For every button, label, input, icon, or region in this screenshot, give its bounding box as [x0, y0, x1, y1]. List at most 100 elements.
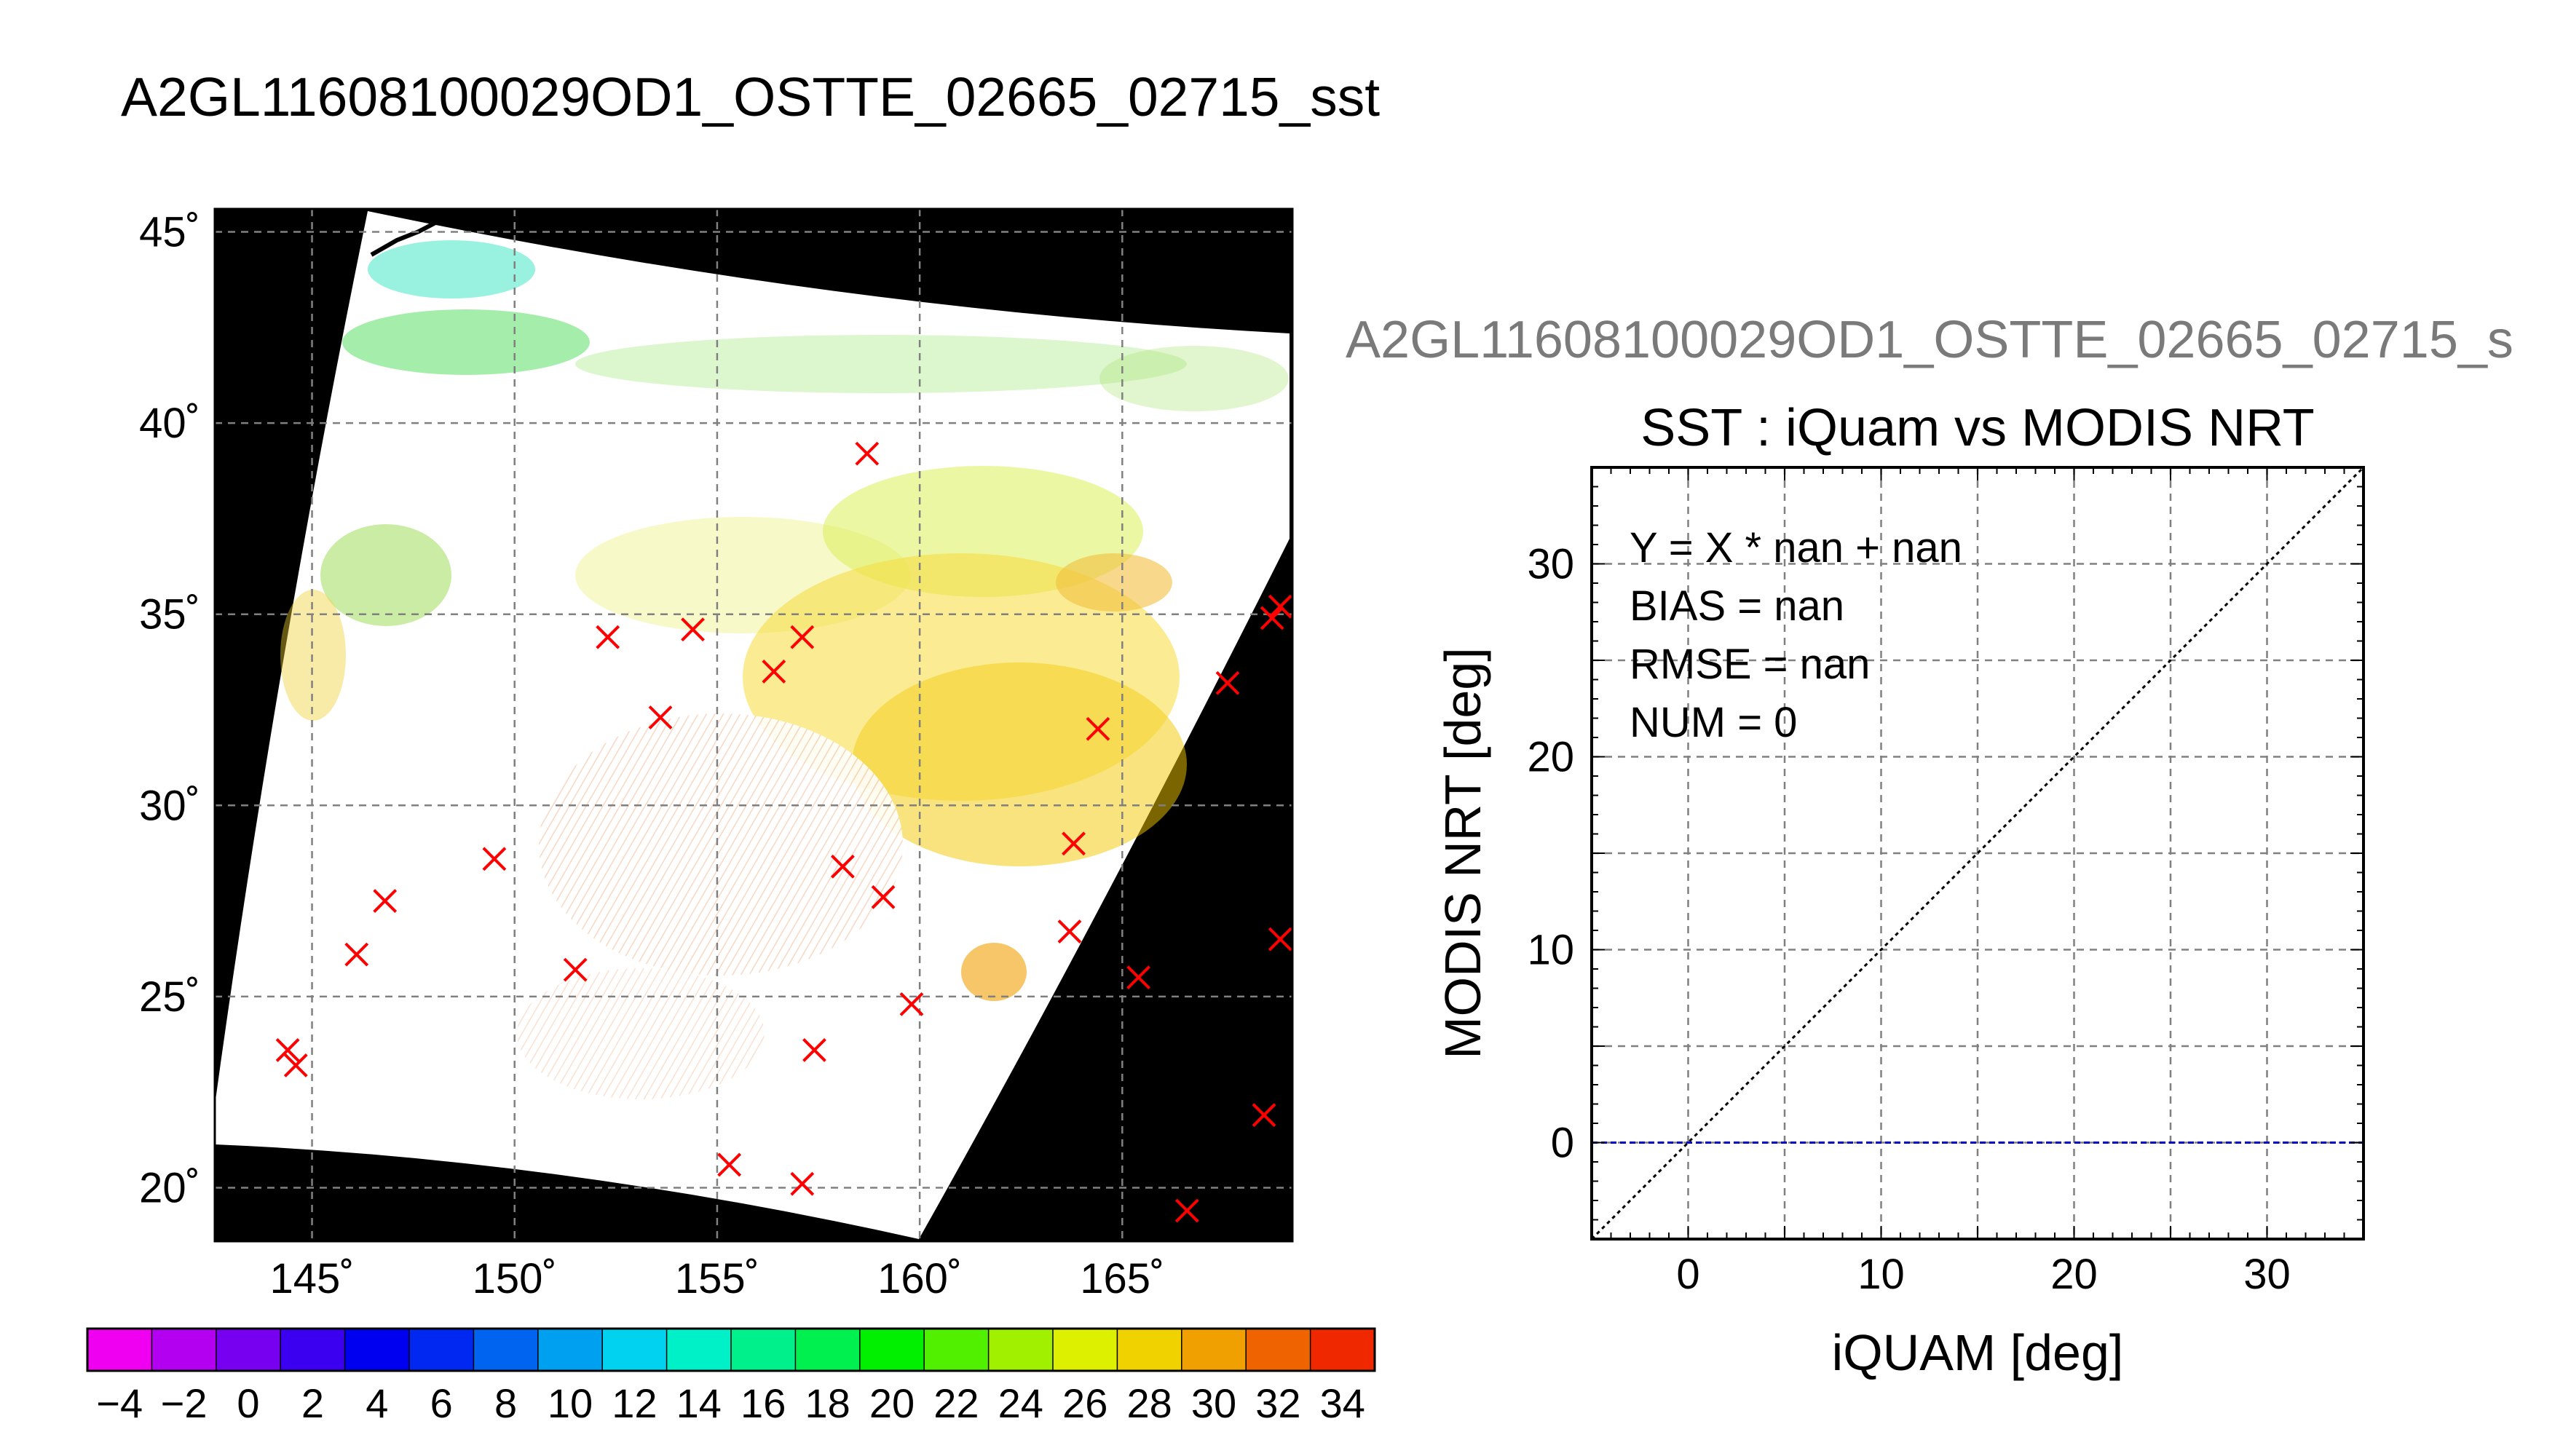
scatter-y-tick-label: 0 [1551, 1120, 1574, 1167]
colorbar-segment [87, 1329, 152, 1371]
y-axis-label: MODIS NRT [deg] [1434, 647, 1491, 1059]
colorbar-segment [151, 1329, 217, 1371]
buoy-marker [1126, 965, 1150, 990]
colorbar-tick-label: 6 [430, 1380, 453, 1426]
colorbar-segment [1310, 1329, 1375, 1371]
buoy-marker [1086, 716, 1110, 741]
buoy-marker-stroke [762, 660, 786, 684]
buoy-marker-stroke [1260, 606, 1284, 630]
scatter-title: SST : iQuam vs MODIS NRT [1640, 399, 2315, 457]
colorbar-segment [666, 1329, 732, 1371]
buoy-marker [1268, 927, 1292, 951]
map-lat-tick-label: 30˚ [139, 782, 200, 829]
colorbar-tick-label: 8 [494, 1380, 517, 1426]
colorbar-tick-label: 22 [933, 1380, 979, 1426]
map-lon-tick-label: 150˚ [473, 1255, 557, 1302]
scatter-y-tick-label: 20 [1527, 734, 1574, 781]
buoy-marker [1268, 594, 1292, 619]
scatter-y-tick-label: 10 [1527, 927, 1574, 974]
buoy-marker [482, 847, 507, 871]
buoy-marker [1215, 670, 1240, 695]
buoy-marker [681, 617, 705, 642]
buoy-marker-stroke [790, 1171, 815, 1196]
buoy-marker [283, 1053, 308, 1077]
x-axis-label: iQUAM [deg] [1832, 1324, 2124, 1381]
colorbar-tick-label: 0 [237, 1380, 259, 1426]
colorbar-segment [280, 1329, 346, 1371]
scatter-x-tick-label: 0 [1676, 1251, 1699, 1298]
buoy-marker-stroke [648, 705, 673, 729]
colorbar-segment [988, 1329, 1054, 1371]
colorbar-segment [1181, 1329, 1247, 1371]
buoy-marker-stroke [830, 854, 855, 879]
stats-annotation: RMSE = nan [1630, 641, 1870, 688]
buoy-marker-stroke [344, 942, 369, 967]
buoy-marker-stroke [802, 1037, 826, 1062]
buoy-marker [855, 441, 880, 466]
buoy-marker [802, 1037, 826, 1062]
buoy-marker [1260, 606, 1284, 630]
colorbar-tick-label: −4 [96, 1380, 143, 1426]
colorbar-tick-label: 4 [366, 1380, 388, 1426]
colorbar-segment [537, 1329, 603, 1371]
colorbar-tick-label: 10 [548, 1380, 593, 1426]
buoy-marker-stroke [1126, 965, 1150, 990]
buoy-marker [275, 1037, 300, 1062]
map-lon-tick-label: 155˚ [675, 1255, 759, 1302]
colorbar-tick-label: 16 [741, 1380, 786, 1426]
colorbar-segment [1246, 1329, 1311, 1371]
buoy-marker [790, 1171, 815, 1196]
buoy-marker [871, 885, 896, 909]
buoy-marker [1174, 1198, 1199, 1223]
map-lat-tick-label: 20˚ [139, 1164, 200, 1211]
colorbar-segment [216, 1329, 281, 1371]
map-lon-tick-label: 160˚ [877, 1255, 962, 1302]
colorbar-tick-label: 2 [301, 1380, 324, 1426]
main-title: A2GL11608100029OD1_OSTTE_02665_02715_sst [121, 66, 1381, 127]
buoy-marker [563, 957, 588, 982]
buoy-marker [790, 625, 815, 649]
buoy-marker-stroke [681, 617, 705, 642]
buoy-marker-stroke [1268, 927, 1292, 951]
colorbar-segment [1117, 1329, 1182, 1371]
colorbar-segment [731, 1329, 796, 1371]
scatter-y-tick-label: 30 [1527, 541, 1574, 588]
buoy-marker-stroke [899, 992, 924, 1016]
buoy-marker-stroke [1174, 1198, 1199, 1223]
colorbar-tick-label: 30 [1191, 1380, 1236, 1426]
buoy-marker [1062, 831, 1086, 856]
colorbar-segment [1053, 1329, 1118, 1371]
buoy-marker [373, 889, 398, 913]
buoy-marker-stroke [1062, 831, 1086, 856]
buoy-marker-stroke [1215, 670, 1240, 695]
colorbar-segment [859, 1329, 925, 1371]
buoy-marker-stroke [1086, 716, 1110, 741]
colorbar-tick-label: 20 [869, 1380, 915, 1426]
buoy-marker [1057, 919, 1082, 944]
buoy-marker-stroke [283, 1053, 308, 1077]
colorbar-segment [924, 1329, 990, 1371]
colorbar-tick-label: −2 [161, 1380, 208, 1426]
buoy-marker-stroke [275, 1037, 300, 1062]
buoy-marker-stroke [871, 885, 896, 909]
buoy-markers [275, 441, 1292, 1223]
colorbar-tick-label: 24 [998, 1380, 1043, 1426]
map-frame [213, 207, 1294, 1243]
colorbar-segment [473, 1329, 539, 1371]
buoy-marker-stroke [717, 1152, 742, 1177]
buoy-marker [344, 942, 369, 967]
colorbar-tick-label: 26 [1062, 1380, 1107, 1426]
scatter-grid [1592, 467, 2364, 1239]
buoy-marker [830, 854, 855, 879]
map-lat-tick-label: 35˚ [139, 591, 200, 638]
colorbar-tick-label: 32 [1255, 1380, 1300, 1426]
colorbar-tick-label: 34 [1320, 1380, 1365, 1426]
map-grid [215, 209, 1292, 1241]
buoy-marker-stroke [1057, 919, 1082, 944]
stats-annotation: BIAS = nan [1630, 582, 1844, 630]
stats-annotations: Y = X * nan + nan BIAS = nan RMSE = nan NUM… [1630, 524, 1962, 746]
buoy-marker-stroke [596, 625, 620, 649]
colorbar-tick-label: 18 [805, 1380, 850, 1426]
map-lon-tick-label: 145˚ [269, 1255, 354, 1302]
